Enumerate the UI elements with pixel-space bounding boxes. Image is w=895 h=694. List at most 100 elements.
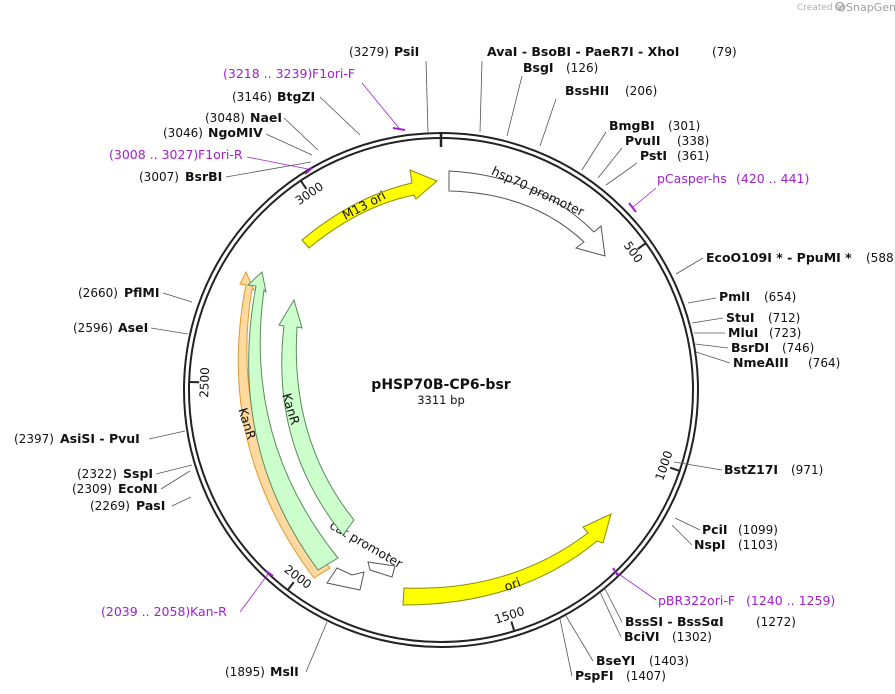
site-position: (2322): [77, 467, 117, 481]
primer-name: F1ori-F: [312, 66, 355, 81]
site-leader-line: [265, 133, 313, 156]
site-name: EcoO109I * - PpuMI *: [706, 250, 852, 265]
feature-m13-ori: M13 ori: [301, 169, 438, 249]
site-position: (79): [712, 45, 737, 59]
site-leader-line: [687, 297, 717, 304]
primer-name: pCasper-hs: [657, 171, 727, 186]
site-position: (2309): [72, 482, 112, 496]
site-position: (3048): [205, 111, 245, 125]
site-position: (971): [791, 463, 823, 477]
primer-leader-line: [615, 571, 657, 601]
site-leader-line: [691, 317, 724, 324]
credit-text: Created by: [797, 3, 847, 13]
site-leader-line: [675, 257, 704, 275]
site-leader-line: [674, 517, 701, 531]
primer-range: (420 .. 441): [736, 171, 809, 186]
site-name: StuI: [726, 310, 755, 325]
primer-name: F1ori-R: [198, 147, 243, 162]
primer-leader-line: [632, 187, 657, 208]
primer-range: (3008 .. 3027): [109, 147, 198, 162]
site-name: PsiI: [394, 44, 419, 59]
primer-range: (3218 .. 3239): [223, 66, 312, 81]
site-leader-line: [539, 98, 557, 147]
site-leader-line: [225, 161, 312, 178]
site-leader-line: [694, 343, 729, 349]
site-leader-line: [171, 496, 192, 507]
tick-label: 2500: [197, 367, 212, 398]
tick-mark: [299, 180, 308, 190]
primer-leader-line: [239, 573, 269, 613]
site-position: (654): [764, 290, 796, 304]
site-position: (723): [769, 326, 801, 340]
site-position: (2596): [73, 321, 113, 335]
site-position: (764): [808, 356, 840, 370]
site-name: PciI: [702, 522, 728, 537]
site-leader-line: [319, 96, 361, 136]
site-name: PasI: [136, 498, 165, 513]
site-position: (126): [566, 61, 598, 75]
site-name: NgoMIV: [208, 125, 263, 140]
site-position: (746): [782, 341, 814, 355]
tick-mark: [637, 242, 647, 250]
tick-label: 1000: [652, 449, 675, 482]
site-name: EcoNI: [118, 481, 158, 496]
site-name: AsiSI - PvuI: [60, 431, 140, 446]
site-name: BmgBI: [609, 118, 655, 133]
site-position: (1403): [649, 654, 689, 668]
site-leader-line: [599, 591, 622, 638]
site-name: SspI: [123, 466, 153, 481]
site-leader-line: [565, 615, 594, 662]
site-leader-line: [603, 586, 623, 623]
tick-mark: [669, 466, 680, 472]
site-name: AseI: [118, 320, 148, 335]
site-leader-line: [559, 618, 573, 677]
site-name: MslI: [270, 664, 299, 679]
plasmid-name: pHSP70B-CP6-bsr: [371, 377, 510, 393]
site-name: BssHII: [565, 83, 609, 98]
primer-labels: (3218 .. 3239) F1ori-F pCasper-hs (420 .…: [101, 66, 835, 619]
site-leader-line: [506, 75, 523, 137]
site-position: (1302): [672, 630, 712, 644]
site-leader-line: [695, 351, 731, 364]
site-leader-line: [581, 131, 607, 171]
tick-mark: [510, 621, 516, 632]
site-leader-line: [155, 464, 193, 475]
site-leader-line: [479, 60, 483, 133]
site-position: (2397): [14, 432, 54, 446]
primer-leader-lines: [239, 82, 657, 613]
site-position: (3007): [139, 170, 179, 184]
site-position: (1272): [756, 615, 796, 629]
site-position: (338): [677, 134, 709, 148]
site-position: (2269): [90, 499, 130, 513]
feature-kanr-outer: KanR: [235, 270, 339, 579]
plasmid-length: 3311 bp: [417, 393, 465, 407]
site-name: PmlI: [719, 289, 750, 304]
site-name: PspFI: [575, 668, 614, 683]
site-position: (1407): [626, 669, 666, 683]
site-name: PstI: [640, 148, 667, 163]
site-name: NmeAIII: [733, 355, 789, 370]
feature-hsp70-promoter: hsp70 promoter: [448, 163, 606, 257]
site-name: BsrBI: [185, 169, 222, 184]
site-name: PflMI: [124, 285, 160, 300]
site-name: BstZ17I: [724, 462, 778, 477]
site-name: BciVI: [624, 629, 660, 644]
site-leader-line: [150, 327, 189, 335]
site-name: BtgZI: [277, 89, 315, 104]
site-position: (206): [625, 84, 657, 98]
site-position: (301): [668, 119, 700, 133]
tick-label: 1500: [493, 604, 526, 626]
site-name: MluI: [728, 325, 758, 340]
primer-marks: [265, 127, 637, 577]
site-position: (1099): [738, 523, 778, 537]
feature-ori: ori: [402, 513, 612, 606]
feature-label: ori: [502, 574, 522, 594]
site-position: (3046): [163, 126, 203, 140]
site-leader-line: [671, 524, 693, 546]
site-position: (3146): [232, 90, 272, 104]
site-labels: (3279) PsiI AvaI - BsoBI - PaeR7I - XhoI…: [14, 44, 895, 683]
site-name: BsgI: [523, 60, 554, 75]
site-leader-line: [605, 162, 638, 186]
site-leader-line: [162, 292, 193, 303]
site-name: AvaI - BsoBI - PaeR7I - XhoI: [487, 44, 679, 59]
